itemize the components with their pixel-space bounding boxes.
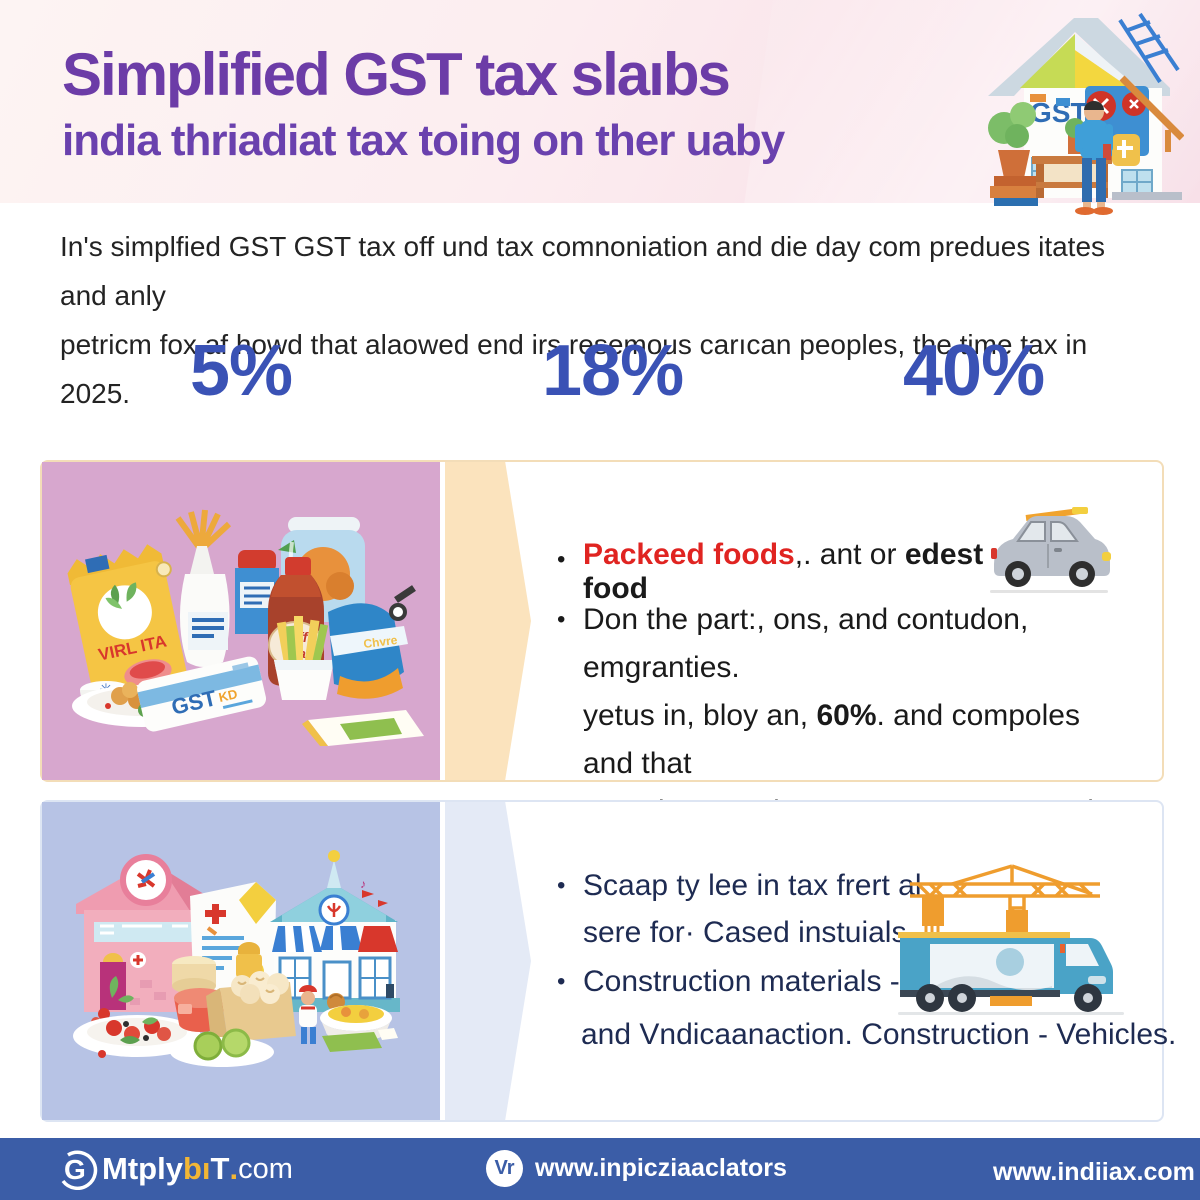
bullet-dot: •	[557, 606, 566, 633]
brand-dot: .	[229, 1151, 239, 1186]
card1-bullet-1: • Packeed foods,. ant or edest food	[557, 538, 997, 606]
footer-right-url: www.indiiax.com	[993, 1158, 1195, 1186]
card2-bullet2-line1: Construction materials -	[583, 965, 900, 998]
vr-badge-icon: Vr	[486, 1150, 523, 1187]
brand-part-3: T	[210, 1151, 230, 1186]
truck-crane-icon	[892, 858, 1137, 1020]
brand-part-4: com	[238, 1152, 293, 1185]
card-construction: ♪	[40, 800, 1176, 1122]
intro-paragraph: In's simplfied GST GST tax off und tax c…	[60, 222, 1120, 418]
bullet-dot: •	[557, 968, 566, 995]
bullet-dot: •	[557, 872, 566, 899]
slab-rate-5: 5%	[190, 331, 293, 411]
bullet-dot: •	[557, 546, 566, 573]
footer-bar: G Mtply bı T. com Vr www.inpicziaaclators w…	[0, 1138, 1200, 1200]
page-title: Simplified GST tax slaıbs	[62, 41, 731, 108]
footer-center: Vr www.inpicziaaclators	[486, 1150, 787, 1187]
card1-bullet1-text: Packeed foods,. ant or edest food	[583, 538, 984, 605]
card2-wedge	[445, 802, 531, 1120]
pack-sub-label: KD	[217, 686, 239, 705]
card2-bullet2-line2: and Vndicaanaction. Construction - Vehic…	[581, 1018, 1177, 1051]
svg-text:♪: ♪	[360, 877, 366, 891]
card1-bullet2-line2: yetus in, bloy an, 60%. and compoles and…	[583, 699, 1080, 780]
footer-center-url: www.inpicziaaclators	[535, 1154, 787, 1182]
card2-bullet-2: • Construction materials -	[557, 958, 977, 1005]
card1-bullet2-line1: Don the part:, ons, and contudon, emgran…	[583, 603, 1029, 684]
intro-line-1: In's simplfied GST GST tax off und tax c…	[60, 231, 1106, 311]
svg-text:Chvre: Chvre	[363, 633, 399, 651]
card-packaged-foods: VIRL ITA ✳	[40, 460, 1164, 828]
svg-text:G: G	[64, 1154, 86, 1185]
house-renovation-illustration: GST	[972, 8, 1185, 226]
page-subtitle: india thriadiat tax toing on ther uaby	[62, 116, 785, 165]
footer-brand: G Mtply bı T. com	[56, 1148, 293, 1190]
slab-rate-18: 18%	[542, 331, 684, 411]
groceries-illustration: VIRL ITA ✳	[42, 462, 440, 780]
intro-line-2: petricm fox af howd that alaowed end irs…	[60, 329, 1088, 409]
footer-g-logo-icon: G	[61, 1150, 98, 1190]
brand-part-1: Mtply	[102, 1151, 183, 1186]
card2-bullet-1: • Scaap ty lee in tax frert al sere for·…	[557, 862, 977, 956]
buildings-illustration: ♪	[42, 802, 440, 1120]
person-figure	[1075, 101, 1113, 215]
card1-wedge	[445, 462, 531, 780]
card2-bullet1-line2: sere for· Cased instuials.	[583, 916, 915, 949]
brand-part-2: bı	[182, 1151, 211, 1186]
card2-bullet1-line1: Scaap ty lee in tax frert al	[583, 869, 922, 902]
slab-rate-40: 40%	[903, 331, 1045, 411]
car-icon	[980, 506, 1118, 598]
